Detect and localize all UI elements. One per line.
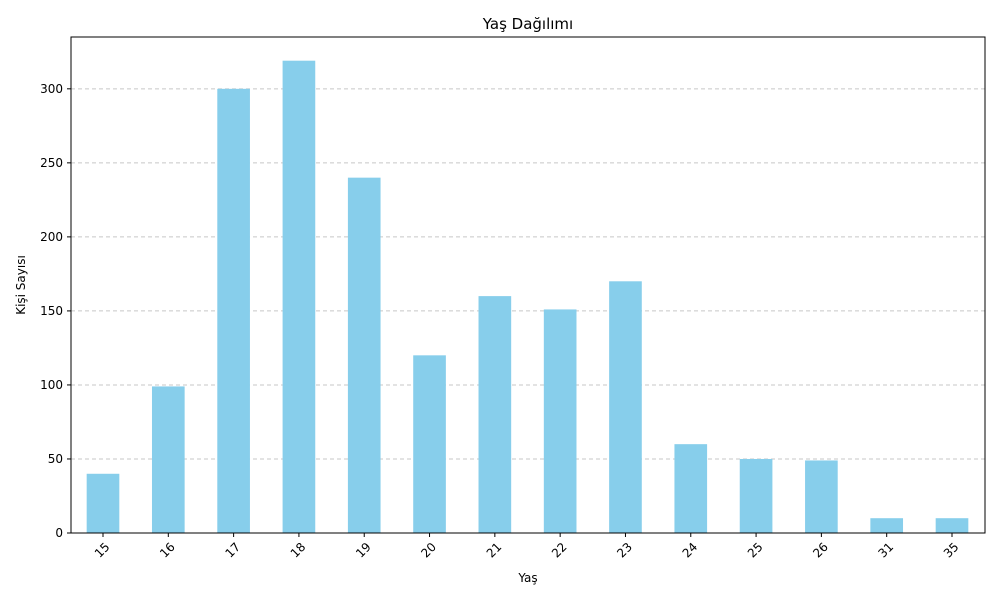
x-axis-ticks: 15 16 17 18 19 20 21 22 23 24 25 26 31 35	[92, 533, 962, 561]
chart-title: Yaş Dağılımı	[482, 15, 573, 33]
x-tick-label: 17	[222, 540, 243, 561]
y-tick-label: 50	[48, 452, 63, 466]
x-tick-label: 26	[810, 540, 831, 561]
bar-22	[543, 309, 577, 533]
y-tick-label: 250	[40, 156, 63, 170]
x-tick-label: 21	[484, 540, 505, 561]
y-tick-label: 200	[40, 230, 63, 244]
bar-21	[478, 296, 512, 533]
y-axis-label: Kişi Sayısı	[14, 255, 28, 315]
bar-20	[413, 355, 446, 533]
bar-17	[217, 88, 250, 533]
bar-16	[151, 386, 185, 533]
bar-25	[739, 458, 773, 533]
x-tick-label: 19	[353, 540, 374, 561]
grid-lines	[71, 88, 985, 460]
y-tick-label: 300	[40, 82, 63, 96]
bar-23	[609, 281, 642, 533]
x-tick-label: 35	[941, 540, 962, 561]
bar-19	[347, 177, 381, 533]
bar-18	[282, 60, 316, 534]
x-tick-label: 18	[288, 540, 309, 561]
bar-35	[935, 518, 969, 533]
y-tick-label: 150	[40, 304, 63, 318]
plot-frame	[70, 36, 986, 534]
x-tick-label: 23	[614, 540, 635, 561]
x-tick-label: 31	[876, 540, 897, 561]
x-tick-label: 15	[92, 540, 113, 561]
x-axis-label: Yaş	[517, 571, 537, 585]
bar-26	[805, 460, 838, 533]
x-tick-label: 24	[680, 540, 701, 561]
y-tick-label: 0	[55, 526, 63, 540]
bar-15	[86, 473, 120, 533]
y-axis-ticks: 0 50 100 150 200 250 300	[40, 82, 71, 540]
bar-31	[870, 518, 904, 533]
x-tick-label: 16	[157, 540, 178, 561]
bar-24	[674, 444, 708, 533]
x-tick-label: 20	[418, 540, 439, 561]
x-tick-label: 22	[549, 540, 570, 561]
y-tick-label: 100	[40, 378, 63, 392]
x-tick-label: 25	[745, 540, 766, 561]
bars	[86, 60, 969, 534]
